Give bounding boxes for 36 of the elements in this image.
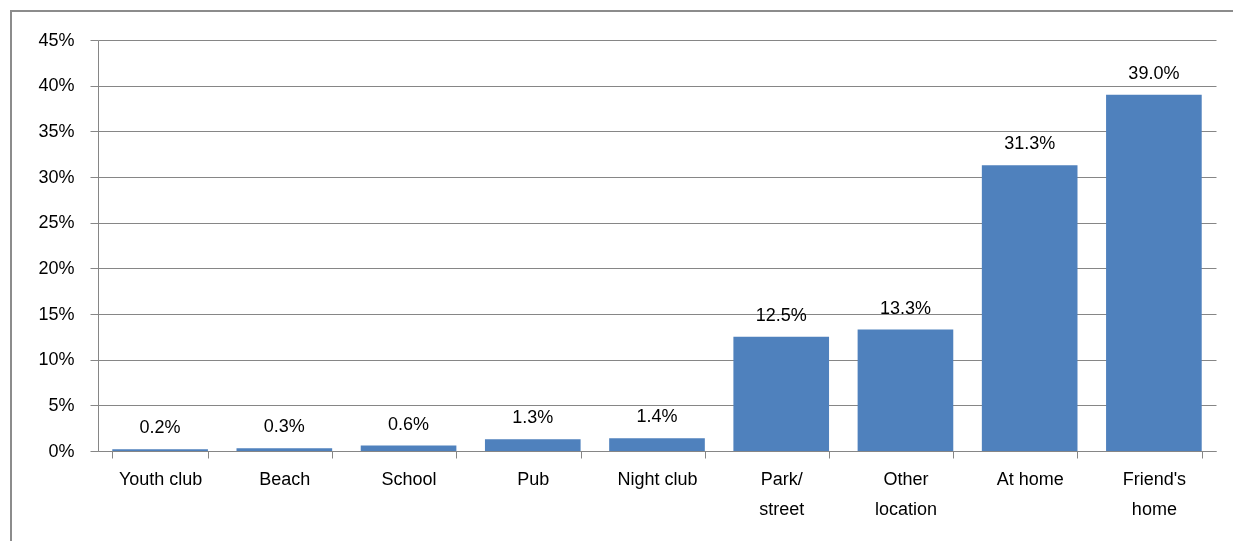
data-label: 0.6%: [388, 413, 430, 434]
bar: [236, 448, 333, 451]
y-tick-label: 10%: [38, 349, 75, 370]
data-label: 0.2%: [139, 417, 181, 438]
bar: [609, 438, 705, 451]
y-tick-label: 20%: [38, 257, 75, 278]
x-tick-label: Pub: [517, 468, 550, 489]
y-tick-label: 35%: [38, 120, 75, 141]
y-tick-label: 25%: [38, 212, 75, 233]
bar: [360, 445, 457, 451]
y-tick-label: 30%: [38, 166, 75, 187]
data-label: 1.3%: [512, 407, 554, 428]
x-tick-label: Youth club: [118, 468, 203, 489]
bar: [1106, 94, 1202, 451]
y-tick-label: 0%: [48, 440, 75, 461]
bar: [857, 329, 954, 451]
data-label: 1.4%: [636, 406, 678, 427]
x-tick-label: School: [381, 468, 437, 489]
x-tick-label: Night club: [617, 468, 698, 489]
x-tick-label: At home: [996, 468, 1064, 489]
bar: [484, 439, 581, 451]
x-tick-label: Beach: [259, 468, 311, 489]
data-label: 39.0%: [1128, 62, 1180, 83]
y-tick-label: 45%: [38, 29, 75, 50]
data-label: 13.3%: [879, 297, 931, 318]
x-tick-label: Other location: [874, 468, 937, 519]
data-label: 0.3%: [263, 416, 305, 437]
bar: [733, 336, 830, 451]
bar: [981, 165, 1078, 451]
y-tick-label: 5%: [48, 394, 75, 415]
y-tick-label: 40%: [38, 75, 75, 96]
data-label: 12.5%: [755, 304, 807, 325]
x-tick-label: Friend's home: [1122, 468, 1187, 519]
data-label: 31.3%: [1004, 133, 1056, 154]
x-tick-label: Park/ street: [759, 468, 805, 519]
y-tick-label: 15%: [38, 303, 75, 324]
